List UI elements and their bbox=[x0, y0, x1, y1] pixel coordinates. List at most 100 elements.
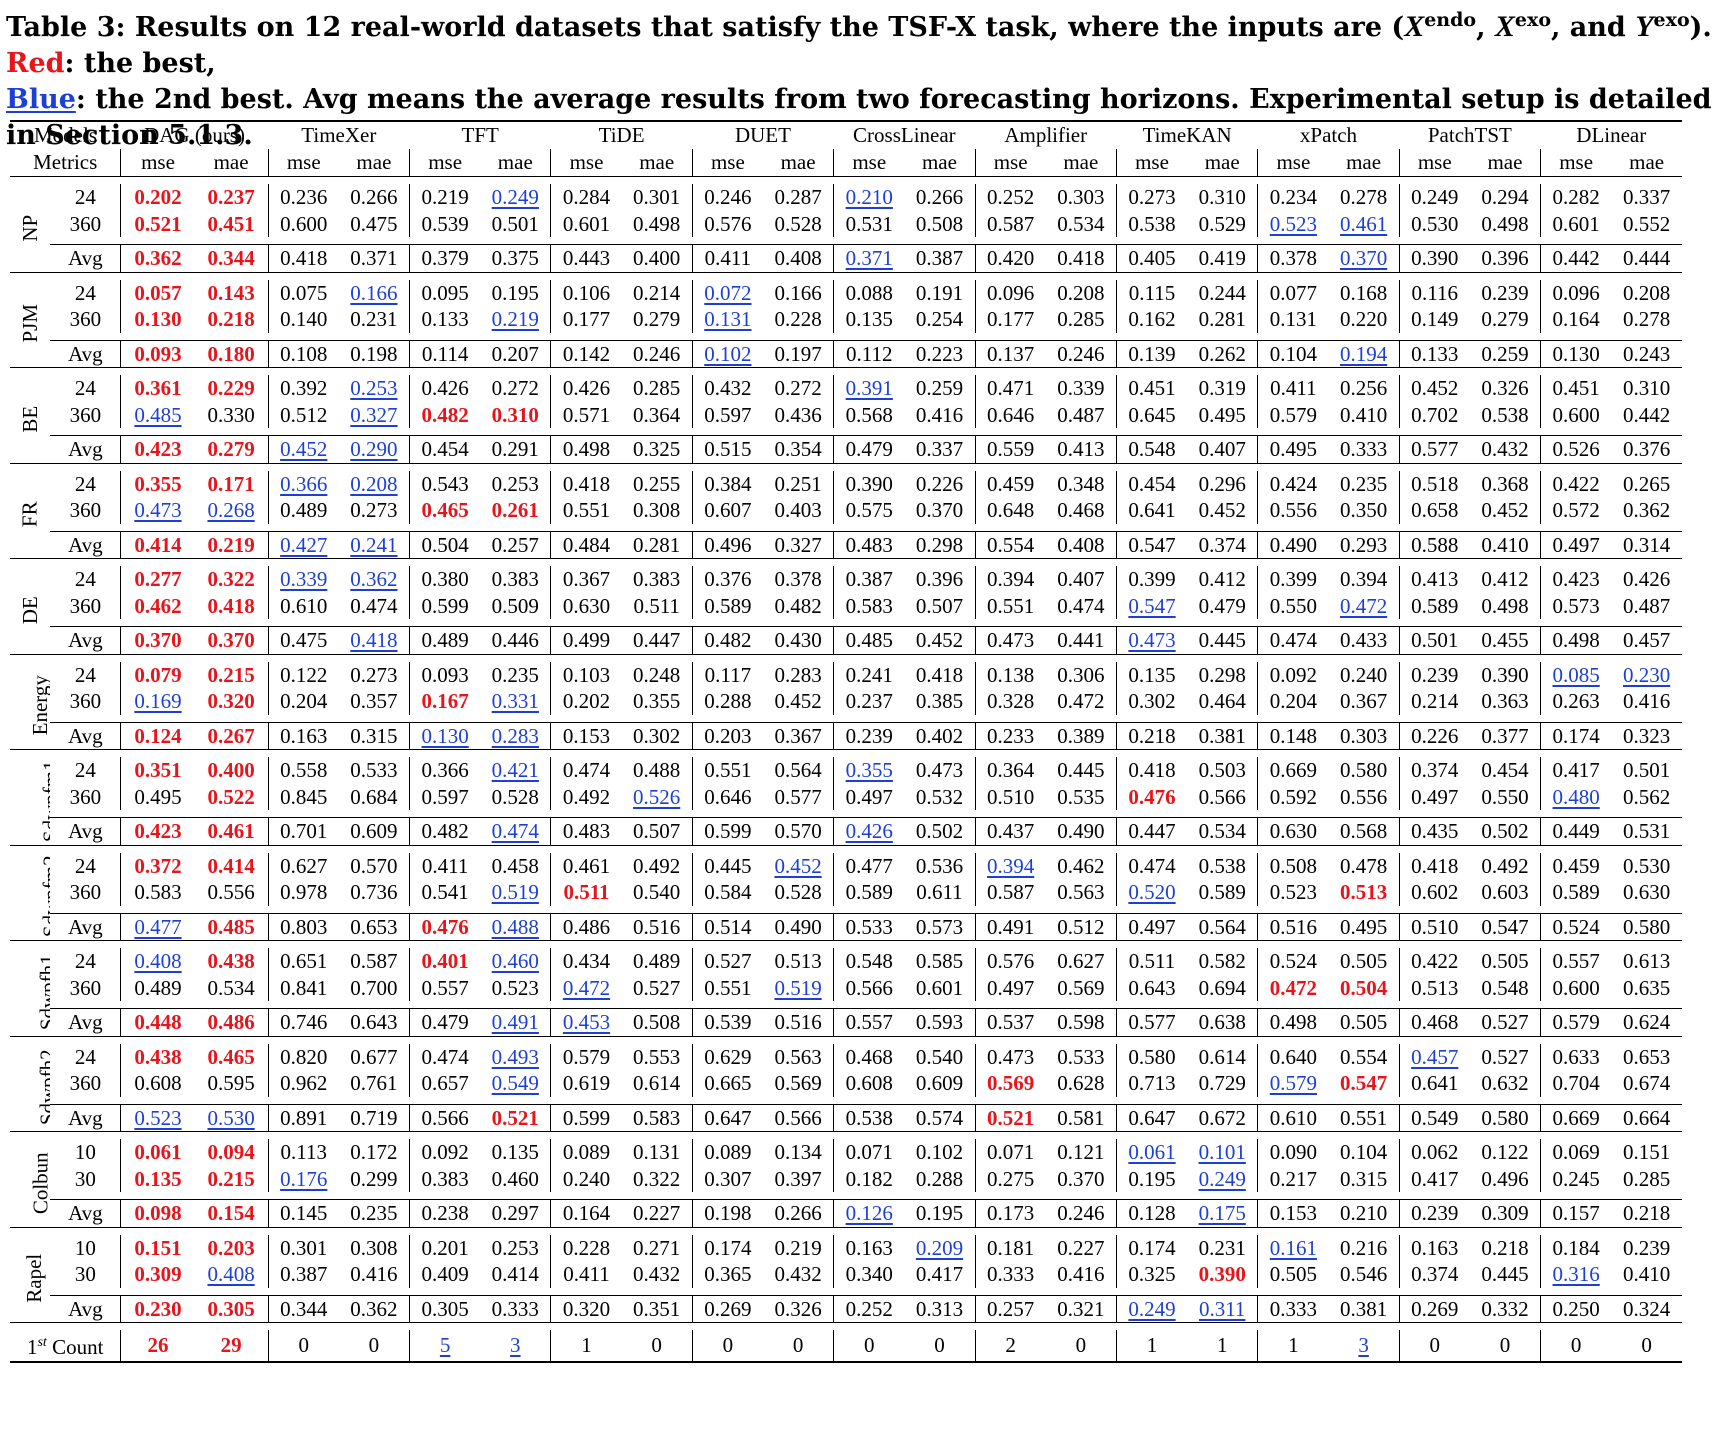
second-best-value: 0.085 bbox=[1552, 662, 1600, 687]
value-cell: 0.362 bbox=[120, 244, 195, 273]
value-cell: 0.433 bbox=[1328, 626, 1400, 655]
value: 0.433 bbox=[1339, 628, 1388, 652]
value-cell: 0.162 bbox=[1115, 306, 1188, 333]
value-cell: 0 bbox=[1398, 1330, 1470, 1363]
value: 0.201 bbox=[421, 1235, 469, 1260]
value: 0.112 bbox=[846, 341, 893, 366]
value-cell: 0.422 bbox=[1398, 948, 1470, 975]
value: 0.238 bbox=[421, 1201, 469, 1225]
value-cell: 0.208 bbox=[1611, 280, 1682, 307]
value: 0.474 bbox=[1128, 853, 1176, 878]
value-cell: 0.310 bbox=[1187, 184, 1258, 211]
value: 0.399 bbox=[1128, 567, 1176, 591]
horizon-label: 24 bbox=[74, 662, 96, 687]
value-cell: 0.576 bbox=[974, 948, 1046, 975]
value: 0.646 bbox=[987, 402, 1035, 427]
dataset-name: NP bbox=[17, 214, 42, 242]
value-cell: 0.845 bbox=[267, 783, 339, 810]
value-cell: 0.315 bbox=[338, 722, 410, 750]
value: 0.390 bbox=[1411, 246, 1459, 270]
value: 0.511 bbox=[633, 593, 680, 618]
value: 0.528 bbox=[774, 211, 822, 236]
value-cell: 0.279 bbox=[194, 435, 269, 464]
value-cell: 0.337 bbox=[904, 435, 976, 464]
value-cell: 0.448 bbox=[120, 1008, 195, 1037]
value: 0.246 bbox=[1057, 1201, 1105, 1225]
value-cell: 0.379 bbox=[409, 244, 481, 273]
count-label-sup: st bbox=[37, 1335, 47, 1350]
value-cell: 0.392 bbox=[267, 375, 339, 402]
value-cell: 0.497 bbox=[974, 974, 1046, 1001]
value-cell: 0.391 bbox=[833, 375, 905, 402]
value: 0.241 bbox=[845, 662, 893, 687]
dataset-row: Avg 0.362 0.344 0.418 0.371 0.379 0.375 0.443 0.… bbox=[10, 244, 1682, 273]
value: 0.566 bbox=[774, 1105, 822, 1130]
value-cell: 0.357 bbox=[339, 688, 410, 715]
avg-divider-row bbox=[10, 1287, 1682, 1296]
value: 0.381 bbox=[1198, 723, 1246, 748]
value: 0.599 bbox=[562, 1105, 611, 1130]
value: 0.761 bbox=[350, 1071, 398, 1095]
value-cell: 0.610 bbox=[267, 592, 339, 619]
value: 0.367 bbox=[1339, 689, 1388, 713]
value: 0.501 bbox=[491, 211, 539, 236]
value-cell: 0.474 bbox=[1115, 852, 1188, 879]
best-value: 0.355 bbox=[134, 471, 182, 496]
value-cell: 0.218 bbox=[195, 306, 269, 333]
value: 0.174 bbox=[1128, 1235, 1176, 1260]
value: 0.405 bbox=[1128, 246, 1176, 270]
value-cell: 0.283 bbox=[480, 722, 551, 750]
value: 0.507 bbox=[915, 593, 964, 618]
value: 0.454 bbox=[421, 437, 469, 461]
value-cell: 0.445 bbox=[691, 852, 763, 879]
value-cell: 0.273 bbox=[339, 662, 410, 689]
dataset-row: 360 0.583 0.556 0.978 0.736 0.541 0.519 0.511 0.… bbox=[10, 879, 1682, 906]
divider-cell bbox=[50, 714, 1682, 723]
value-cell: 0.583 bbox=[833, 592, 905, 619]
value-cell: 0.430 bbox=[762, 626, 834, 655]
value-cell: 0.332 bbox=[1469, 1295, 1541, 1323]
value: 0.474 bbox=[1057, 593, 1105, 618]
dataset-row: 360 0.495 0.522 0.845 0.684 0.597 0.528 0.492 0.… bbox=[10, 783, 1682, 811]
value-cell: 0.490 bbox=[1257, 531, 1329, 559]
value-cell: 0.408 bbox=[120, 948, 195, 975]
value: 0.399 bbox=[1269, 567, 1318, 591]
value: 0.130 bbox=[1552, 341, 1600, 366]
value-cell: 0.167 bbox=[409, 688, 481, 715]
value-cell: 0.320 bbox=[550, 1295, 622, 1323]
value: 0.217 bbox=[1269, 1166, 1318, 1191]
second-best-value: 0.241 bbox=[350, 532, 398, 557]
value: 0.702 bbox=[1411, 402, 1459, 427]
value-cell: 0.619 bbox=[550, 1070, 622, 1097]
first-count-row: 1st Count 26 29 0 0 5 3 1 0 0 0 0 0 2 0 1 1 1 3 0 0 0 0 bbox=[10, 1330, 1682, 1363]
value-cell: 0.284 bbox=[550, 184, 622, 211]
value-cell: 0.139 bbox=[1115, 340, 1188, 368]
value-cell: 0.322 bbox=[622, 1166, 693, 1193]
horizon-label: Avg bbox=[50, 531, 121, 559]
best-value: 0.203 bbox=[207, 1235, 255, 1260]
value-cell: 0.551 bbox=[691, 757, 763, 784]
value: 0 bbox=[1429, 1333, 1441, 1357]
value-cell: 0.203 bbox=[195, 1235, 269, 1262]
value-cell: 0.484 bbox=[550, 531, 622, 559]
value: 0.115 bbox=[1128, 280, 1176, 305]
value: 0.114 bbox=[421, 341, 469, 366]
value-cell: 0.526 bbox=[622, 784, 693, 811]
value-cell: 0.669 bbox=[1540, 1104, 1612, 1132]
value-cell: 0.528 bbox=[480, 784, 551, 811]
value-cell: 0 bbox=[338, 1330, 410, 1363]
metric-mae-header: mae bbox=[904, 149, 976, 177]
value: 0.357 bbox=[350, 689, 398, 713]
value: 0 bbox=[1499, 1333, 1511, 1357]
value: 0.459 bbox=[987, 471, 1035, 496]
value-cell: 0.488 bbox=[480, 913, 551, 941]
value-cell: 0 bbox=[267, 1330, 339, 1363]
value-cell: 0.546 bbox=[1328, 1261, 1399, 1288]
model-name-header: Amplifier bbox=[975, 120, 1117, 149]
value: 0.153 bbox=[562, 723, 611, 748]
second-best-value: 0.488 bbox=[491, 914, 539, 939]
value: 0.599 bbox=[421, 593, 469, 618]
metric-mse-header: mse bbox=[974, 149, 1046, 177]
value: 0.589 bbox=[1198, 880, 1246, 904]
best-value: 29 bbox=[220, 1333, 242, 1357]
